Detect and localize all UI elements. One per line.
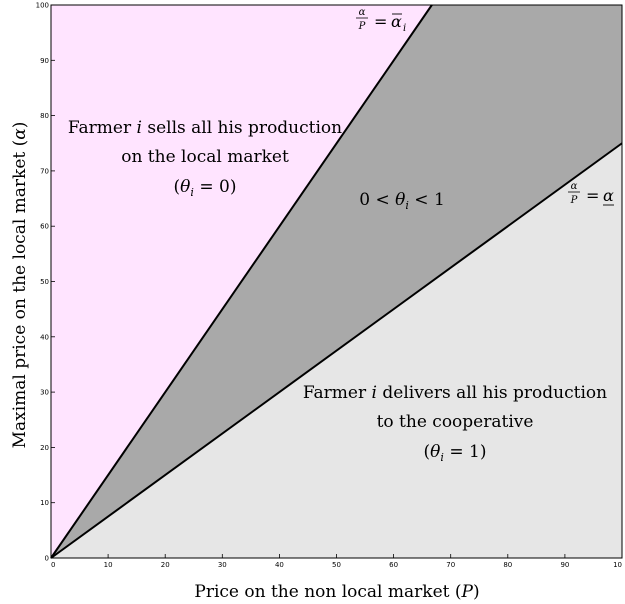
chart-lines bbox=[50, 4, 623, 559]
x-tick-label: 10 bbox=[613, 561, 622, 569]
svg-text:Maximal price on the local mar: Maximal price on the local market (α) bbox=[10, 122, 30, 449]
svg-text:i: i bbox=[403, 23, 406, 34]
svg-text:0 < θi < 1: 0 < θi < 1 bbox=[359, 190, 445, 212]
svg-text:α: α bbox=[391, 12, 402, 31]
y-axis-title: Maximal price on the local market (α) bbox=[10, 122, 30, 449]
svg-text:to the cooperative: to the cooperative bbox=[377, 412, 534, 432]
y-tick-label: 20 bbox=[40, 444, 49, 452]
y-tick-label: 50 bbox=[40, 278, 49, 286]
line-label-upper: α P = α i bbox=[356, 7, 406, 34]
y-tick-label: 60 bbox=[40, 223, 49, 231]
y-tick-label: 100 bbox=[36, 2, 49, 10]
svg-text:(θi = 1): (θi = 1) bbox=[424, 442, 487, 464]
x-tick-label: 90 bbox=[560, 561, 569, 569]
x-tick-label: 20 bbox=[161, 561, 170, 569]
y-tick-label: 10 bbox=[40, 499, 49, 507]
y-tick-label: 90 bbox=[40, 57, 49, 65]
line-label-lower: α P = α bbox=[568, 181, 614, 206]
svg-text:Farmer i delivers all his prod: Farmer i delivers all his production bbox=[303, 383, 607, 403]
y-tick-label: 0 bbox=[45, 555, 49, 563]
chart-regions bbox=[51, 5, 622, 558]
region-mixed bbox=[51, 5, 622, 558]
y-tick-label: 40 bbox=[40, 333, 49, 341]
svg-text:P: P bbox=[570, 195, 578, 206]
region-label-cooperative: Farmer i delivers all his production to … bbox=[303, 383, 607, 464]
x-tick-label: 30 bbox=[218, 561, 227, 569]
x-tick-label: 70 bbox=[446, 561, 455, 569]
y-tick-label: 70 bbox=[40, 167, 49, 175]
svg-text:=: = bbox=[586, 186, 599, 205]
region-label-mixed: 0 < θi < 1 bbox=[359, 190, 445, 212]
series-line-lower bbox=[50, 142, 623, 559]
svg-text:Price on the non local market: Price on the non local market (P) bbox=[194, 582, 479, 602]
svg-text:(θi = 0): (θi = 0) bbox=[174, 177, 237, 199]
svg-text:Farmer i sells all his product: Farmer i sells all his production bbox=[68, 118, 342, 138]
x-tick-label: 80 bbox=[503, 561, 512, 569]
svg-text:=: = bbox=[374, 12, 387, 31]
x-tick-label: 50 bbox=[332, 561, 341, 569]
x-axis-title: Price on the non local market (P) bbox=[194, 582, 479, 602]
y-tick-label: 80 bbox=[40, 112, 49, 120]
x-tick-label: 10 bbox=[104, 561, 113, 569]
x-tick-label: 40 bbox=[275, 561, 284, 569]
x-tick-label: 0 bbox=[51, 561, 55, 569]
svg-text:P: P bbox=[358, 21, 366, 32]
x-tick-label: 60 bbox=[389, 561, 398, 569]
axis-ticks: 0 10 20 30 40 50 60 70 80 90 100102030405060708090… bbox=[36, 2, 623, 569]
series-line-upper bbox=[50, 4, 433, 559]
svg-text:α: α bbox=[603, 186, 614, 205]
region-label-local-market: Farmer i sells all his production on the… bbox=[68, 118, 342, 199]
svg-text:on the local market: on the local market bbox=[121, 147, 289, 167]
y-tick-label: 30 bbox=[40, 389, 49, 397]
svg-text:α: α bbox=[359, 7, 366, 18]
svg-text:α: α bbox=[571, 181, 578, 192]
